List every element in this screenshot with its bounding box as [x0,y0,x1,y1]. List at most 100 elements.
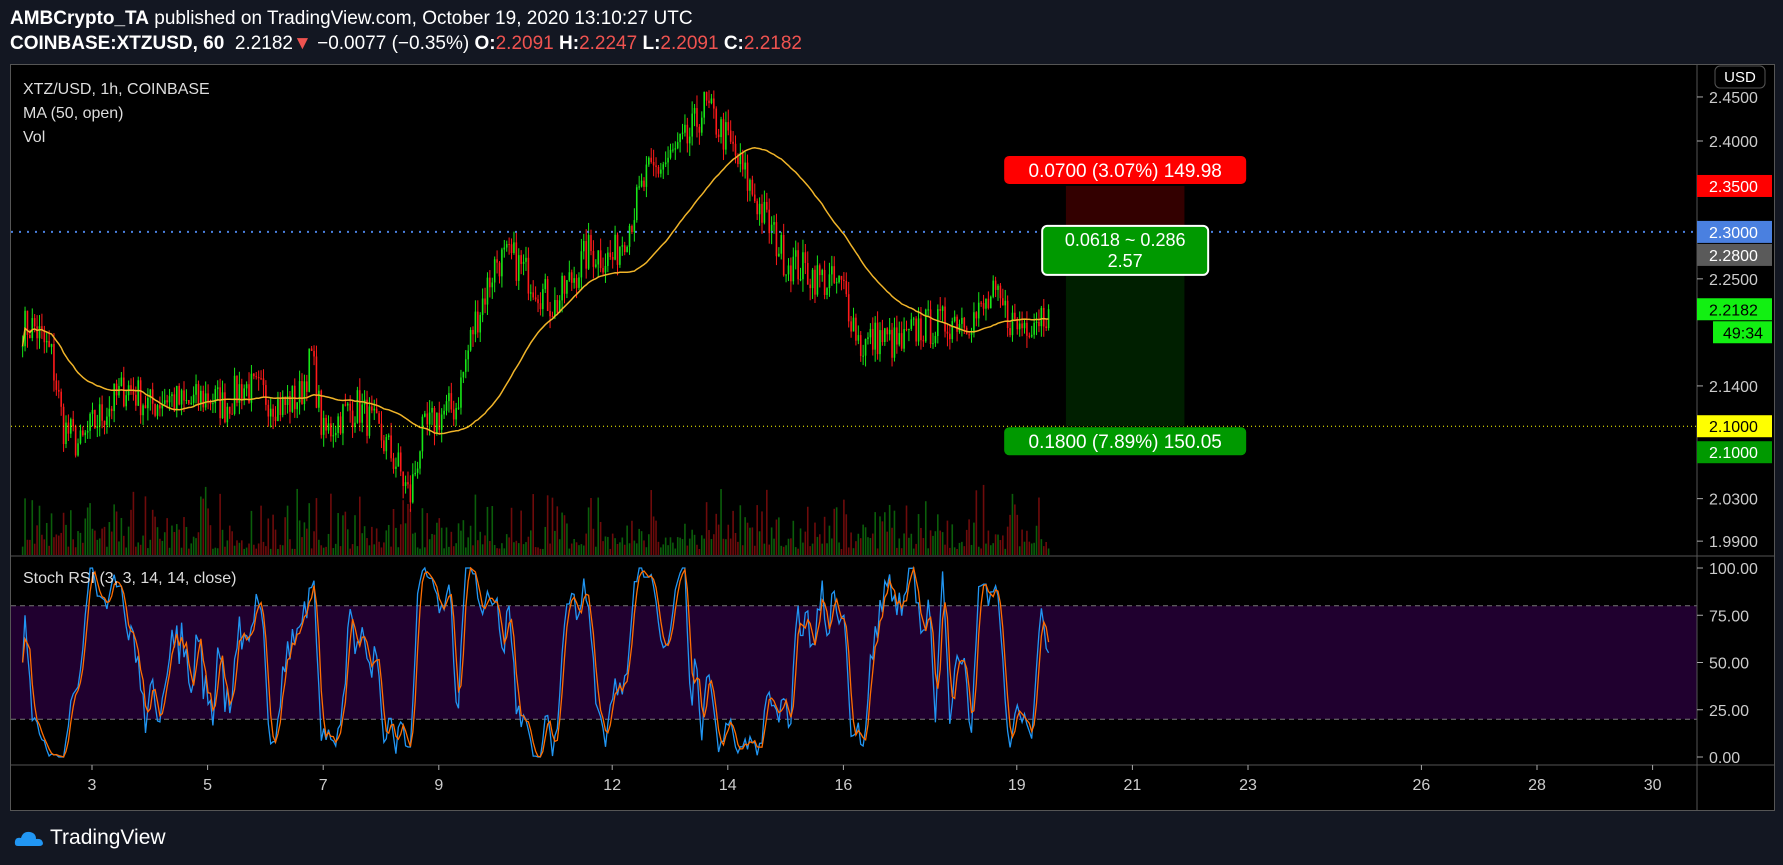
candle-body [739,152,742,165]
candle-body [457,407,460,409]
candle-body [595,264,597,267]
volume-bar [1035,525,1038,555]
volume-bar [98,538,101,555]
volume-bar [648,534,650,555]
candle-body [416,468,419,473]
candle-body [173,394,176,411]
candle-body [655,165,657,167]
candle-body [368,406,371,436]
candle-body [898,333,901,345]
candle-body [799,279,802,281]
candle-body [806,263,809,285]
candle-body [1023,322,1026,329]
volume-bar [387,524,390,555]
candle-body [708,100,710,104]
publisher[interactable]: AMBCrypto_TA [10,8,149,29]
volume-bar [958,542,961,555]
volume-bar [332,548,335,555]
chart-svg[interactable]: 2.4500 2.4000 2.2500 2.1400 2.0300 1.9900 100.… [11,65,1774,810]
volume-bar [41,534,43,555]
volume-bar [893,510,896,555]
volume-bar [178,529,180,555]
candle-body [484,298,486,305]
candle-body [207,393,209,402]
volume-bar [859,538,862,555]
volume-bar [301,537,303,555]
candle-body [517,255,520,281]
volume-bar [356,546,359,555]
candle-body [850,321,852,332]
volume-bar [322,547,325,555]
cloud-logo-icon [14,831,44,846]
candle-body [843,279,845,281]
volume-bar [452,546,455,555]
price-badge-label: 2.3000 [1709,225,1758,242]
candle-body [657,166,660,174]
candle-body [698,126,701,133]
volume-bar [467,537,469,555]
volume-bar [929,530,932,555]
volume-bar [917,514,920,555]
candle-body [782,235,785,276]
candle-body [197,384,200,404]
candle-body [334,432,337,436]
volume-bar [484,535,486,555]
volume-bar [65,524,67,555]
volume-bar [992,543,994,555]
candle-body [296,402,298,410]
volume-bar [905,505,908,555]
tradingview-logo[interactable]: TradingView [14,826,166,850]
open-label: O: [474,33,496,54]
volume-bar [1011,493,1014,555]
volume-bar [751,527,754,555]
candle-body [200,390,202,404]
volume-bar [590,497,592,555]
volume-bar [233,545,236,555]
time-tick-label: 16 [835,777,853,794]
candle-body [1002,298,1004,306]
candle-body [534,297,537,300]
volume-bar [575,542,578,555]
candle-body [253,373,255,377]
volume-bar [1045,541,1047,555]
candle-body [508,244,510,246]
volume-bar [804,531,807,555]
volume-bar [566,523,568,555]
volume-bar [903,533,905,555]
candle-body [96,426,99,428]
volume-bar [260,505,262,555]
candle-body [460,377,462,408]
candle-body [366,399,368,436]
candle-body [977,302,980,319]
volume-bar [696,544,698,555]
volume-bar [684,523,686,555]
volume-bar [614,538,616,555]
volume-bar [426,513,429,555]
chart-frame[interactable]: 2.4500 2.4000 2.2500 2.1400 2.0300 1.9900 100.… [10,64,1775,811]
price-badge [1697,220,1772,243]
volume-bar [638,528,640,555]
open-value: 2.2091 [495,33,554,54]
candle-body [36,326,38,339]
candle-body [190,402,193,404]
volume-bar [493,544,496,555]
volume-bar [455,543,457,555]
volume-bar [325,546,327,555]
candle-body [414,472,416,475]
volume-bar [346,529,349,555]
candle-body [60,391,62,407]
candle-body [501,249,503,277]
volume-bar [595,546,597,555]
volume-bar [402,500,404,555]
volume-bar [424,547,426,555]
volume-bar [21,546,24,555]
price-tick-label: 2.1400 [1709,379,1758,396]
candle-body [469,329,472,351]
candle-body [231,413,233,415]
candle-body [265,385,267,405]
volume-bar [1009,514,1011,555]
currency-button[interactable] [1714,65,1766,89]
candle-body [303,381,306,404]
candle-body [1026,322,1028,336]
candle-body [399,452,402,472]
